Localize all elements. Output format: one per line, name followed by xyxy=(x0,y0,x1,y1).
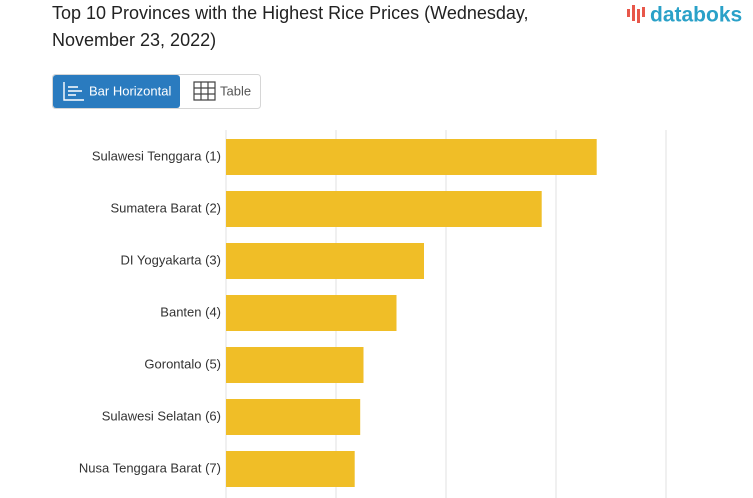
bar xyxy=(226,451,355,487)
y-tick-label: Gorontalo (5) xyxy=(144,356,221,371)
bar xyxy=(226,191,542,227)
chart-title: November 23, 2022) xyxy=(52,30,216,50)
brand-name: databoks xyxy=(650,4,742,27)
bar xyxy=(226,139,597,175)
logo-bar xyxy=(627,9,630,17)
chart-title: Top 10 Provinces with the Highest Rice P… xyxy=(52,3,529,23)
y-tick-label: Sulawesi Tenggara (1) xyxy=(92,148,221,163)
tab-active-bg xyxy=(53,75,180,108)
logo-bar xyxy=(632,5,635,21)
tab-icon xyxy=(63,82,84,101)
tab-table[interactable]: Table xyxy=(193,81,251,101)
bar xyxy=(226,243,424,279)
y-tick-label: Sumatera Barat (2) xyxy=(110,200,221,215)
bar xyxy=(226,295,397,331)
y-tick-label: Nusa Tenggara Barat (7) xyxy=(79,460,221,475)
tab-label: Table xyxy=(220,83,251,98)
y-tick-label: Banten (4) xyxy=(160,304,221,319)
logo-bar xyxy=(642,7,645,17)
tab-bar-horizontal[interactable]: Bar Horizontal xyxy=(53,75,180,108)
tab-label: Bar Horizontal xyxy=(89,83,171,98)
y-tick-label: DI Yogyakarta (3) xyxy=(121,252,221,267)
bar xyxy=(226,347,364,383)
bar xyxy=(226,399,361,435)
tab-icon xyxy=(193,81,216,101)
logo-bar xyxy=(637,9,640,23)
brand-logo: databoks xyxy=(627,4,742,27)
y-tick-label: Sulawesi Selatan (6) xyxy=(102,408,221,423)
